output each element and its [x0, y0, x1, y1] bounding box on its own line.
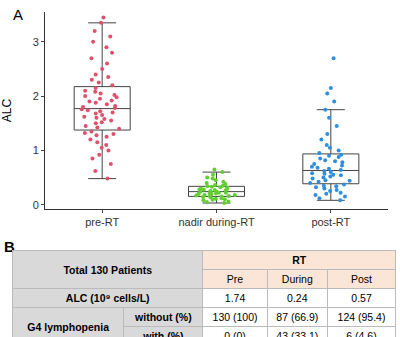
svg-text:post-RT: post-RT	[311, 216, 350, 228]
html-text:1.74: 1.74	[224, 292, 246, 304]
html-text:130 (100): 130 (100)	[212, 311, 258, 323]
svg-text:nadir during-RT: nadir during-RT	[178, 216, 255, 228]
svg-text:A: A	[13, 6, 23, 23]
svg-text:2: 2	[33, 90, 39, 102]
svg-text:ALC: ALC	[0, 98, 14, 122]
html-text:During: During	[281, 273, 313, 285]
html-text:Pre: Pre	[226, 273, 244, 285]
svg-text:0: 0	[33, 199, 39, 211]
html-text:ALC (10⁹ cells/L): ALC (10⁹ cells/L)	[65, 292, 150, 304]
html-text:0.57: 0.57	[351, 292, 372, 304]
html-text:124 (95.4): 124 (95.4)	[337, 311, 386, 323]
html-text:Post: Post	[351, 273, 372, 285]
html-text:B: B	[4, 238, 15, 255]
html-text:87 (66.9): 87 (66.9)	[276, 311, 319, 323]
svg-text:3: 3	[33, 36, 39, 48]
html-text:Total 130 Patients: Total 130 Patients	[63, 263, 152, 276]
svg-text:pre-RT: pre-RT	[85, 216, 119, 228]
html-text:RT: RT	[292, 254, 307, 266]
html-text:without (%): without (%)	[135, 311, 192, 323]
svg-text:1: 1	[33, 144, 39, 156]
html-text:G4 lymphopenia: G4 lymphopenia	[27, 320, 109, 333]
html-text:0.24: 0.24	[287, 292, 308, 304]
